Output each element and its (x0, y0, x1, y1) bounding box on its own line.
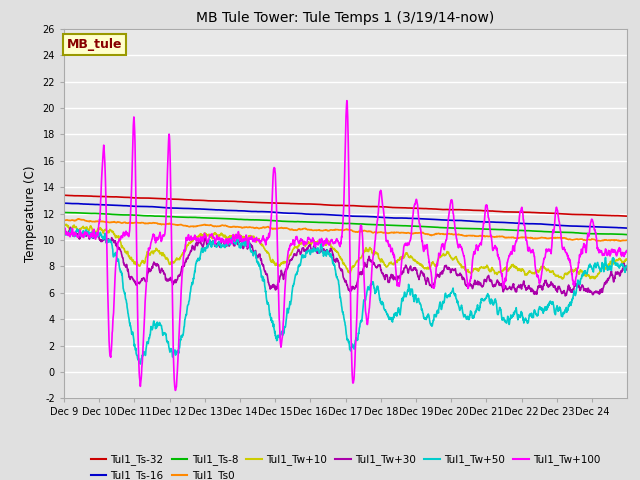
Line: Tul1_Tw+30: Tul1_Tw+30 (64, 228, 627, 296)
Tul1_Ts-8 (607, 231, 615, 237)
Tul1_Ts-8 (504, 227, 511, 233)
Tul1_Tw+30 (504, 286, 511, 291)
Line: Tul1_Tw+50: Tul1_Tw+50 (64, 229, 627, 364)
Tul1_Ts-16 (607, 224, 614, 230)
Line: Tul1_Ts0: Tul1_Ts0 (64, 219, 627, 241)
Tul1_Tw+10 (504, 268, 511, 274)
Text: MB_tule: MB_tule (67, 38, 122, 51)
Tul1_Tw+100 (319, 243, 327, 249)
Tul1_Ts-32 (607, 213, 615, 218)
Y-axis label: Temperature (C): Temperature (C) (24, 165, 37, 262)
Tul1_Ts-32 (61, 192, 68, 198)
Tul1_Tw+50 (89, 235, 97, 240)
Tul1_Ts-16 (607, 225, 615, 230)
Tul1_Ts-8 (334, 220, 342, 226)
Tul1_Ts-32 (607, 213, 614, 218)
Tul1_Ts-8 (623, 232, 631, 238)
Tul1_Tw+10 (319, 239, 327, 245)
Tul1_Ts-32 (623, 213, 631, 219)
Tul1_Ts-16 (623, 225, 631, 231)
Line: Tul1_Ts-16: Tul1_Ts-16 (64, 203, 627, 228)
Tul1_Tw+50 (60, 232, 68, 238)
Legend: Tul1_Ts-32, Tul1_Ts-16, Tul1_Ts-8, Tul1_Ts0, Tul1_Tw+10, Tul1_Tw+30, Tul1_Tw+50,: Tul1_Ts-32, Tul1_Ts-16, Tul1_Ts-8, Tul1_… (86, 450, 605, 480)
Tul1_Tw+30 (60, 232, 68, 238)
Tul1_Tw+10 (60, 223, 68, 229)
Tul1_Ts-16 (89, 202, 97, 207)
Line: Tul1_Tw+10: Tul1_Tw+10 (64, 224, 627, 279)
Title: MB Tule Tower: Tule Temps 1 (3/19/14-now): MB Tule Tower: Tule Temps 1 (3/19/14-now… (196, 11, 495, 25)
Tul1_Ts-16 (504, 220, 511, 226)
Tul1_Tw+50 (136, 361, 144, 367)
Tul1_Tw+50 (319, 253, 327, 259)
Tul1_Tw+100 (623, 249, 631, 255)
Tul1_Tw+100 (607, 247, 615, 253)
Tul1_Tw+50 (623, 263, 631, 269)
Tul1_Ts0 (616, 238, 624, 244)
Tul1_Ts0 (334, 227, 342, 232)
Tul1_Ts0 (89, 219, 97, 225)
Tul1_Tw+30 (561, 293, 569, 299)
Tul1_Ts-16 (60, 200, 68, 206)
Tul1_Tw+50 (335, 277, 342, 283)
Tul1_Ts-16 (319, 212, 327, 217)
Tul1_Ts0 (75, 216, 83, 222)
Tul1_Tw+50 (607, 267, 615, 273)
Tul1_Tw+30 (607, 269, 615, 275)
Tul1_Ts-8 (60, 210, 68, 216)
Tul1_Tw+100 (343, 98, 351, 104)
Tul1_Tw+100 (89, 234, 97, 240)
Tul1_Tw+10 (607, 261, 615, 266)
Tul1_Ts-32 (319, 202, 327, 207)
Tul1_Tw+100 (607, 247, 615, 253)
Line: Tul1_Tw+100: Tul1_Tw+100 (64, 101, 627, 390)
Tul1_Ts-8 (319, 220, 327, 226)
Tul1_Ts-16 (334, 213, 342, 218)
Tul1_Ts0 (319, 228, 327, 233)
Tul1_Ts0 (60, 217, 68, 223)
Tul1_Tw+50 (67, 226, 75, 232)
Line: Tul1_Ts-8: Tul1_Ts-8 (64, 213, 627, 235)
Tul1_Ts-32 (89, 193, 97, 199)
Tul1_Tw+50 (607, 267, 615, 273)
Tul1_Ts-8 (607, 231, 614, 237)
Tul1_Tw+50 (504, 315, 512, 321)
Tul1_Ts0 (623, 238, 631, 243)
Tul1_Tw+30 (319, 246, 327, 252)
Tul1_Tw+30 (623, 266, 631, 272)
Tul1_Tw+30 (67, 225, 74, 230)
Tul1_Tw+30 (89, 234, 97, 240)
Tul1_Tw+100 (60, 228, 68, 234)
Tul1_Tw+10 (623, 256, 631, 262)
Tul1_Ts0 (504, 235, 511, 240)
Tul1_Ts0 (607, 237, 614, 243)
Tul1_Ts0 (607, 237, 615, 243)
Tul1_Ts-8 (60, 210, 68, 216)
Tul1_Ts-32 (334, 203, 342, 208)
Tul1_Tw+10 (63, 221, 70, 227)
Tul1_Tw+100 (172, 387, 179, 393)
Tul1_Ts-8 (89, 211, 97, 216)
Tul1_Tw+30 (607, 268, 615, 274)
Tul1_Ts-16 (62, 200, 70, 206)
Tul1_Tw+10 (334, 250, 342, 256)
Line: Tul1_Ts-32: Tul1_Ts-32 (64, 195, 627, 216)
Tul1_Ts-32 (504, 209, 511, 215)
Tul1_Tw+30 (334, 258, 342, 264)
Tul1_Tw+100 (504, 257, 512, 263)
Tul1_Tw+100 (334, 239, 342, 244)
Tul1_Tw+10 (89, 229, 97, 235)
Tul1_Tw+10 (559, 276, 566, 282)
Tul1_Ts-32 (60, 192, 68, 198)
Tul1_Tw+10 (607, 261, 615, 267)
